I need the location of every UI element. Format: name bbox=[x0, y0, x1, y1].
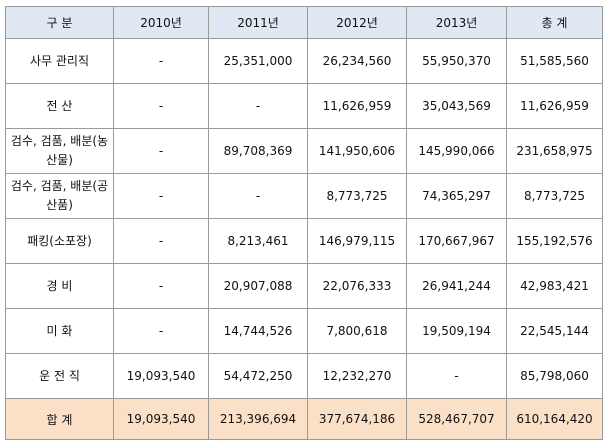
cell-2012: 146,979,115 bbox=[307, 218, 407, 264]
row-category: 운 전 직 bbox=[5, 353, 114, 399]
table-body: 사무 관리직 - 25,351,000 26,234,560 55,950,37… bbox=[5, 38, 603, 399]
table-row: 사무 관리직 - 25,351,000 26,234,560 55,950,37… bbox=[5, 38, 603, 84]
cell-2013: 170,667,967 bbox=[406, 218, 507, 264]
cost-table: 구 분 2010년 2011년 2012년 2013년 총 계 사무 관리직 -… bbox=[5, 6, 603, 440]
cell-2010: - bbox=[113, 308, 209, 354]
cell-2013: 145,990,066 bbox=[406, 128, 507, 174]
cost-table-container: 구 분 2010년 2011년 2012년 2013년 총 계 사무 관리직 -… bbox=[5, 6, 603, 440]
cell-2013: 19,509,194 bbox=[406, 308, 507, 354]
cell-2011: 89,708,369 bbox=[208, 128, 308, 174]
table-row: 패킹(소포장) - 8,213,461 146,979,115 170,667,… bbox=[5, 218, 603, 264]
table-row: 전 산 - - 11,626,959 35,043,569 11,626,959 bbox=[5, 83, 603, 129]
cell-2013: 74,365,297 bbox=[406, 173, 507, 219]
cell-2011: 8,213,461 bbox=[208, 218, 308, 264]
total-2011: 213,396,694 bbox=[208, 398, 308, 440]
row-category: 전 산 bbox=[5, 83, 114, 129]
row-category: 검수, 검품, 배분(농산물) bbox=[5, 128, 114, 174]
row-category: 경 비 bbox=[5, 263, 114, 309]
cell-2013: 35,043,569 bbox=[406, 83, 507, 129]
table-header: 구 분 2010년 2011년 2012년 2013년 총 계 bbox=[5, 6, 603, 39]
cell-total: 231,658,975 bbox=[506, 128, 603, 174]
cell-total: 22,545,144 bbox=[506, 308, 603, 354]
header-category: 구 분 bbox=[5, 6, 114, 39]
cell-2011: - bbox=[208, 173, 308, 219]
cell-2013: 26,941,244 bbox=[406, 263, 507, 309]
row-category: 미 화 bbox=[5, 308, 114, 354]
cell-2012: 11,626,959 bbox=[307, 83, 407, 129]
total-row: 합 계 19,093,540 213,396,694 377,674,186 5… bbox=[5, 398, 603, 440]
cell-total: 85,798,060 bbox=[506, 353, 603, 399]
header-2010: 2010년 bbox=[113, 6, 209, 39]
cell-2013: - bbox=[406, 353, 507, 399]
cell-2010: 19,093,540 bbox=[113, 353, 209, 399]
cell-2010: - bbox=[113, 173, 209, 219]
cell-2012: 141,950,606 bbox=[307, 128, 407, 174]
cell-2010: - bbox=[113, 263, 209, 309]
total-2012: 377,674,186 bbox=[307, 398, 407, 440]
cell-2010: - bbox=[113, 38, 209, 84]
row-category: 사무 관리직 bbox=[5, 38, 114, 84]
header-2013: 2013년 bbox=[406, 6, 507, 39]
cell-total: 155,192,576 bbox=[506, 218, 603, 264]
row-category: 검수, 검품, 배분(공산품) bbox=[5, 173, 114, 219]
table-row: 운 전 직 19,093,540 54,472,250 12,232,270 -… bbox=[5, 353, 603, 399]
cell-total: 11,626,959 bbox=[506, 83, 603, 129]
header-2012: 2012년 bbox=[307, 6, 407, 39]
cell-2012: 22,076,333 bbox=[307, 263, 407, 309]
cell-2011: - bbox=[208, 83, 308, 129]
cell-total: 51,585,560 bbox=[506, 38, 603, 84]
cell-2012: 26,234,560 bbox=[307, 38, 407, 84]
table-row: 경 비 - 20,907,088 22,076,333 26,941,244 4… bbox=[5, 263, 603, 309]
header-2011: 2011년 bbox=[208, 6, 308, 39]
total-sum: 610,164,420 bbox=[506, 398, 603, 440]
row-category: 패킹(소포장) bbox=[5, 218, 114, 264]
cell-2011: 14,744,526 bbox=[208, 308, 308, 354]
cell-2011: 54,472,250 bbox=[208, 353, 308, 399]
table-row: 미 화 - 14,744,526 7,800,618 19,509,194 22… bbox=[5, 308, 603, 354]
cell-2012: 7,800,618 bbox=[307, 308, 407, 354]
cell-2011: 20,907,088 bbox=[208, 263, 308, 309]
header-total: 총 계 bbox=[506, 6, 603, 39]
cell-2012: 12,232,270 bbox=[307, 353, 407, 399]
cell-total: 8,773,725 bbox=[506, 173, 603, 219]
table-footer: 합 계 19,093,540 213,396,694 377,674,186 5… bbox=[5, 398, 603, 440]
cell-2010: - bbox=[113, 83, 209, 129]
total-2010: 19,093,540 bbox=[113, 398, 209, 440]
cell-2013: 55,950,370 bbox=[406, 38, 507, 84]
table-row: 검수, 검품, 배분(농산물) - 89,708,369 141,950,606… bbox=[5, 128, 603, 174]
total-label: 합 계 bbox=[5, 398, 114, 440]
table-row: 검수, 검품, 배분(공산품) - - 8,773,725 74,365,297… bbox=[5, 173, 603, 219]
header-row: 구 분 2010년 2011년 2012년 2013년 총 계 bbox=[5, 6, 603, 39]
total-2013: 528,467,707 bbox=[406, 398, 507, 440]
cell-total: 42,983,421 bbox=[506, 263, 603, 309]
cell-2010: - bbox=[113, 218, 209, 264]
cell-2012: 8,773,725 bbox=[307, 173, 407, 219]
cell-2011: 25,351,000 bbox=[208, 38, 308, 84]
cell-2010: - bbox=[113, 128, 209, 174]
